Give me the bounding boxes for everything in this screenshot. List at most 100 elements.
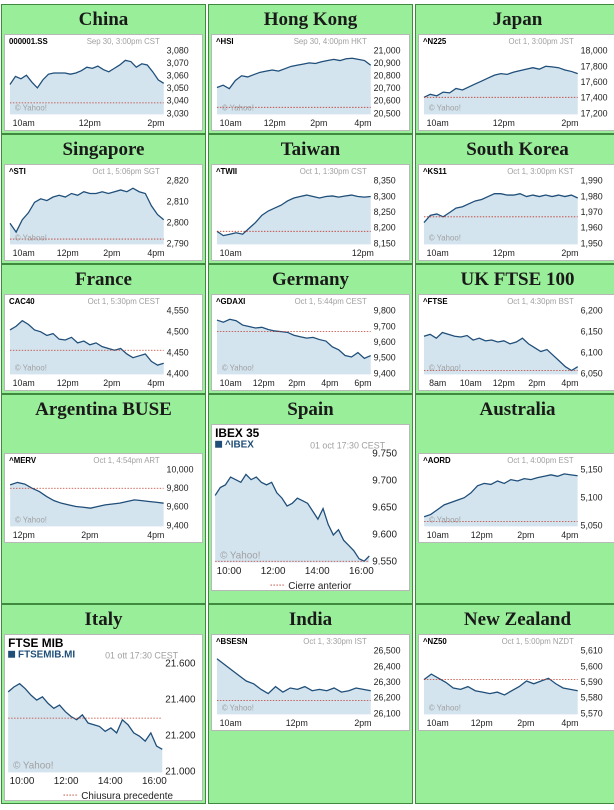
chart-germany[interactable]: ^GDAXI Oct 1, 5:44pm CEST 9,800 9,700 9,600 9… — [211, 294, 410, 391]
chart-china[interactable]: 000001.SS Sep 30, 3:00pm CST 3,080 3,070 3,0… — [4, 34, 203, 131]
y-tick-label: 9.600 — [372, 529, 397, 540]
panel-newzealand: New Zealand ^NZ50 Oct 1, 5:00pm NZDT 5,610 5… — [415, 604, 614, 804]
legend-label: Chiusura precedente — [81, 791, 173, 800]
x-tick-label: 2pm — [310, 118, 327, 128]
x-tick-label: 2pm — [103, 248, 120, 258]
chart-singapore[interactable]: ^STI Oct 1, 5:06pm SGT 2,820 2,810 2,800 2,79… — [4, 164, 203, 261]
y-tick-label: 26,300 — [374, 677, 401, 687]
panel-title: Japan — [492, 9, 543, 30]
timestamp: Oct 1, 5:30pm CEST — [88, 297, 160, 306]
x-tick-label: 10am — [427, 530, 449, 540]
x-tick-label: 10am — [220, 718, 242, 728]
watermark: © Yahoo! — [429, 703, 461, 712]
y-tick-label: 9,700 — [374, 321, 396, 331]
x-tick-label: 10am — [427, 118, 449, 128]
panel-title: Germany — [271, 269, 350, 290]
area-fill — [8, 683, 163, 773]
panel-title: Singapore — [62, 139, 145, 160]
chart-australia[interactable]: ^AORD Oct 1, 4:00pm EST 5,150 5,100 5,050 10a… — [418, 453, 614, 543]
x-tick-label: 10am — [220, 248, 242, 258]
ticker-symbol: CAC40 — [9, 297, 35, 306]
ticker-symbol: ^IBEX — [225, 440, 254, 451]
chart-newzealand[interactable]: ^NZ50 Oct 1, 5:00pm NZDT 5,610 5,600 5,590 5,… — [418, 634, 614, 731]
panel-singapore: Singapore ^STI Oct 1, 5:06pm SGT 2,820 2,810… — [1, 134, 206, 264]
x-tick-label: 12pm — [264, 118, 286, 128]
chart-japan[interactable]: ^N225 Oct 1, 3:00pm JST 18,000 17,800 17,600… — [418, 34, 614, 131]
x-tick-label: 10am — [220, 378, 242, 388]
price-line — [423, 673, 578, 696]
panel-japan: Japan ^N225 Oct 1, 3:00pm JST 18,000 17,800 1… — [415, 4, 614, 134]
x-tick-label: 12pm — [57, 248, 79, 258]
y-tick-label: 1,990 — [581, 176, 603, 186]
ticker-symbol: ^GDAXI — [216, 297, 245, 306]
x-tick-label: 2pm — [147, 118, 164, 128]
chart-svg: ^TWII Oct 1, 1:30pm CST 8,350 8,300 8,250 8,2… — [216, 167, 396, 258]
y-tick-label: 6,050 — [581, 368, 603, 378]
panel-uk: UK FTSE 100 ^FTSE Oct 1, 4:30pm BST 6,200 6,… — [415, 264, 614, 394]
area-fill — [423, 674, 578, 715]
x-tick-label: 2pm — [561, 118, 578, 128]
panel-title: Italy — [84, 609, 123, 630]
panel-title: Taiwan — [280, 139, 341, 160]
y-tick-label: 3,060 — [167, 71, 189, 81]
ticker-symbol: ^N225 — [423, 37, 447, 46]
y-tick-label: 2,810 — [167, 197, 189, 207]
price-line — [214, 473, 370, 563]
y-tick-label: 26,100 — [374, 708, 401, 718]
watermark: © Yahoo! — [13, 760, 53, 771]
legend-swatch — [8, 650, 16, 658]
chart-southkorea[interactable]: ^KS11 Oct 1, 3:00pm KST 1,990 1,980 1,970 1,9… — [418, 164, 614, 261]
chart-spain[interactable]: IBEX 35 ^IBEX 01 oct 17:30 CEST 9.750 9.700 9… — [211, 424, 410, 591]
ticker-symbol: ^STI — [9, 167, 26, 176]
x-tick-label: 6pm — [354, 378, 371, 388]
price-line — [216, 658, 371, 695]
timestamp: Oct 1, 3:00pm JST — [509, 37, 574, 46]
panel-title: Argentina BUSE — [35, 399, 172, 420]
chart-france[interactable]: CAC40 Oct 1, 5:30pm CEST 4,550 4,500 4,450 4,… — [4, 294, 203, 391]
panel-southkorea: South Korea ^KS11 Oct 1, 3:00pm KST 1,990 1,… — [415, 134, 614, 264]
x-tick-label: 4pm — [147, 530, 164, 540]
area-fill — [423, 66, 578, 115]
y-tick-label: 3,070 — [167, 58, 189, 68]
x-tick-label: 2pm — [354, 718, 371, 728]
panel-china: China 000001.SS Sep 30, 3:00pm CST 3,080 3,0… — [1, 4, 206, 134]
panel-title: New Zealand — [463, 609, 572, 630]
x-tick-label: 4pm — [147, 378, 164, 388]
chart-uk[interactable]: ^FTSE Oct 1, 4:30pm BST 6,200 6,150 6,100 6,0… — [418, 294, 614, 391]
y-tick-label: 9.650 — [372, 502, 397, 513]
panel-hongkong: Hong Kong ^HSI Sep 30, 4:00pm HKT 21,000 20,… — [208, 4, 413, 134]
y-tick-label: 17,800 — [581, 61, 608, 71]
watermark: © Yahoo! — [15, 103, 47, 112]
y-tick-label: 9.700 — [372, 476, 397, 487]
ticker-symbol: ^AORD — [423, 456, 451, 465]
area-fill — [423, 332, 578, 375]
chart-india[interactable]: ^BSESN Oct 1, 3:30pm IST 26,500 26,400 26,30… — [211, 634, 410, 731]
chart-svg: ^FTSE Oct 1, 4:30pm BST 6,200 6,150 6,100 6,0… — [423, 297, 603, 388]
y-tick-label: 10,000 — [167, 465, 194, 475]
area-fill — [424, 473, 578, 527]
x-tick-label: 12:00 — [54, 776, 79, 787]
y-tick-label: 3,080 — [167, 46, 189, 56]
panel-italy: Italy FTSE MIB FTSEMIB.MI 01 ott 17:30 CEST… — [1, 604, 206, 804]
panel-title: India — [288, 609, 333, 630]
price-line — [9, 59, 165, 89]
x-tick-label: 16:00 — [142, 776, 167, 787]
chart-argentina[interactable]: ^MERV Oct 1, 4:54pm ART 10,000 9,800 9,600 9,… — [4, 453, 203, 543]
chart-italy[interactable]: FTSE MIB FTSEMIB.MI 01 ott 17:30 CEST 21.60… — [4, 634, 203, 801]
chart-svg: ^HSI Sep 30, 4:00pm HKT 21,000 20,900 20,800… — [216, 37, 401, 128]
chart-hongkong[interactable]: ^HSI Sep 30, 4:00pm HKT 21,000 20,900 20,800… — [211, 34, 410, 131]
legend-label: Cierre anterior — [288, 581, 352, 590]
x-tick-label: 12pm — [471, 718, 493, 728]
x-tick-label: 14:00 — [305, 566, 330, 577]
watermark: © Yahoo! — [15, 233, 47, 242]
y-tick-label: 20,900 — [374, 58, 401, 68]
y-tick-label: 20,600 — [374, 96, 401, 106]
y-tick-label: 2,800 — [167, 217, 189, 227]
price-line — [216, 318, 371, 360]
panel-title: Spain — [287, 399, 334, 420]
chart-taiwan[interactable]: ^TWII Oct 1, 1:30pm CST 8,350 8,300 8,250 8,2… — [211, 164, 410, 261]
x-tick-label: 12:00 — [261, 566, 286, 577]
watermark: © Yahoo! — [222, 703, 254, 712]
timestamp: Oct 1, 4:54pm ART — [93, 456, 160, 465]
